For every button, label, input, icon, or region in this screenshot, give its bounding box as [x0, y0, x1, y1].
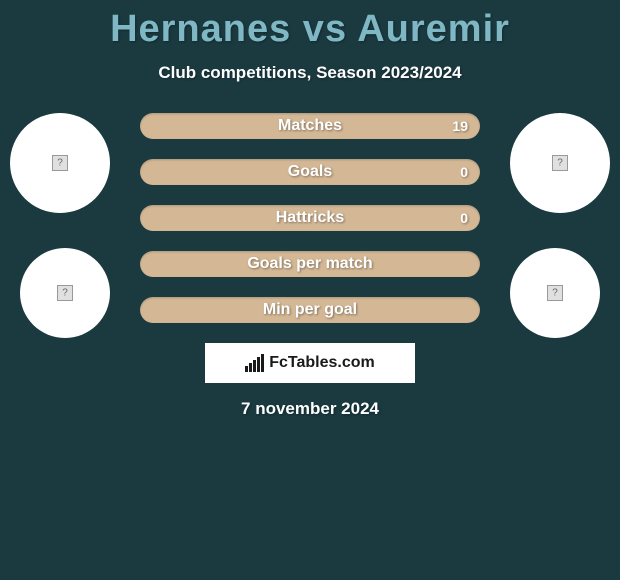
stat-value: 0 [460, 210, 468, 226]
stat-value: 19 [452, 118, 468, 134]
content-area: Matches 19 Goals 0 Hattricks 0 Goals per… [0, 113, 620, 419]
player2-club-avatar [510, 248, 600, 338]
page-title: Hernanes vs Auremir [0, 0, 620, 51]
stat-row: Matches 19 [140, 113, 480, 139]
stat-row: Goals 0 [140, 159, 480, 185]
footer-logo[interactable]: FcTables.com [205, 343, 415, 383]
image-placeholder-icon [552, 155, 568, 171]
chart-icon [245, 354, 265, 372]
image-placeholder-icon [547, 285, 563, 301]
stat-value: 0 [460, 164, 468, 180]
player1-club-avatar [20, 248, 110, 338]
stat-label: Goals [288, 163, 332, 181]
stat-label: Goals per match [247, 255, 372, 273]
stat-label: Min per goal [263, 301, 357, 319]
stats-list: Matches 19 Goals 0 Hattricks 0 Goals per… [140, 113, 480, 323]
footer-logo-text: FcTables.com [269, 354, 375, 372]
image-placeholder-icon [57, 285, 73, 301]
stat-row: Goals per match [140, 251, 480, 277]
stat-row: Min per goal [140, 297, 480, 323]
stat-label: Matches [278, 117, 342, 135]
image-placeholder-icon [52, 155, 68, 171]
player1-avatar [10, 113, 110, 213]
stat-row: Hattricks 0 [140, 205, 480, 231]
stat-label: Hattricks [276, 209, 344, 227]
page-subtitle: Club competitions, Season 2023/2024 [0, 63, 620, 83]
player2-avatar [510, 113, 610, 213]
footer-date: 7 november 2024 [0, 399, 620, 419]
